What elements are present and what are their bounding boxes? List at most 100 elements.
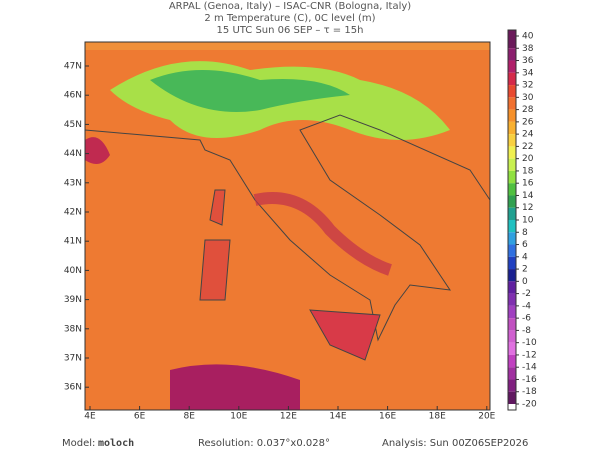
lon-label: 16E [379,412,396,422]
colorbar-label: 28 [522,105,534,115]
colorbar-label: 32 [522,81,533,91]
colorbar-segment [508,48,516,61]
lon-label: 4E [84,412,96,422]
lat-label: 37N [64,354,82,364]
colorbar-label: -16 [522,375,537,385]
header-line: 2 m Temperature (C), 0C level (m) [204,13,375,24]
colorbar-label: 10 [522,216,534,226]
colorbar-label: 38 [522,44,534,54]
colorbar-segment [508,244,516,257]
colorbar-segment [508,30,516,36]
colorbar-label: -20 [522,400,537,410]
colorbar-label: -4 [522,301,531,311]
lat-label: 38N [64,324,82,334]
colorbar-segment [508,158,516,171]
lat-label: 46N [64,91,82,101]
colorbar-segment [508,342,516,355]
colorbar-label: 4 [522,252,528,262]
alps-field [150,70,350,112]
hot-field [253,192,393,276]
lat-label: 40N [64,266,82,276]
colorbar-label: 34 [522,68,534,78]
colorbar-segment [508,305,516,319]
colorbar-label: 20 [522,154,534,164]
colorbar-label: 8 [522,228,528,238]
colorbar-label: 6 [522,240,528,250]
colorbar-label: 24 [522,130,534,140]
lon-label: 14E [329,412,346,422]
colorbar-label: -6 [522,314,531,324]
lat-label: 41N [64,237,82,247]
colorbar-segment [508,220,516,233]
colorbar-label: 40 [522,32,534,42]
colorbar-label: -8 [522,326,531,336]
colorbar-segment [508,367,516,380]
hot-field [85,137,110,164]
colorbar-segment [508,170,516,184]
colorbar-segment [508,60,516,73]
colorbar-segment [508,379,516,392]
map [84,41,491,411]
lon-label: 6E [134,412,146,422]
colorbar-label: 30 [522,93,534,103]
lat-label: 45N [64,120,82,130]
lon-label: 8E [183,412,195,422]
lon-label: 18E [429,412,446,422]
hot-field [170,364,300,410]
lat-label: 36N [64,383,82,393]
colorbar-segment [508,195,516,208]
colorbar-segment [508,391,516,404]
footer-resolution: Resolution: 0.037°x0.028° [198,438,330,449]
colorbar-label: 0 [522,277,528,287]
colorbar-segment [508,354,516,368]
lon-label: 12E [280,412,297,422]
colorbar-segment [508,121,516,135]
colorbar-label: 14 [522,191,534,201]
colorbar-segment [508,318,516,331]
field [85,42,490,50]
lat-label: 42N [64,208,82,218]
map-frame [84,41,491,411]
colorbar-label: -2 [522,289,531,299]
colorbar-segment [508,109,516,122]
lon-label: 10E [230,412,247,422]
colorbar-segment [508,256,516,270]
lat-label: 47N [64,62,82,72]
colorbar-segment [508,269,516,282]
lon-label: 20E [478,412,495,422]
colorbar-segment [508,183,516,196]
colorbar-label: 22 [522,142,533,152]
colorbar-label: 18 [522,166,534,176]
sicily [309,309,381,361]
colorbar-label: 26 [522,117,534,127]
colorbar-segment [508,330,516,343]
colorbar-segment [508,232,516,245]
colorbar-segment [508,207,516,220]
colorbar-label: -14 [522,363,537,373]
colorbar-segment [508,85,516,98]
colorbar-segment [508,36,516,49]
colorbar-segment [508,72,516,86]
header-line: 15 UTC Sun 06 SEP – τ = 15h [217,25,364,36]
colorbar-label: 2 [522,265,528,275]
colorbar-frame [507,29,517,411]
colorbar-segment [508,134,516,147]
colorbar-segment [508,281,516,294]
sardinia [199,239,231,301]
colorbar-label: 12 [522,203,533,213]
lat-label: 44N [64,149,82,159]
colorbar-label: -18 [522,387,537,397]
colorbar-segment [508,146,516,159]
colorbar-label: -10 [522,338,537,348]
lat-label: 39N [64,295,82,305]
colorbar-segment [508,97,516,110]
colorbar-label: -12 [522,350,537,360]
footer-model: moloch [98,438,134,449]
colorbar-label: 36 [522,56,534,66]
header-line: ARPAL (Genoa, Italy) – ISAC-CNR (Bologna… [169,1,411,12]
corsica [209,189,226,226]
footer-label: Model: [62,438,95,449]
coastline [84,41,491,342]
footer-analysis: Analysis: Sun 00Z06SEP2026 [382,438,528,449]
